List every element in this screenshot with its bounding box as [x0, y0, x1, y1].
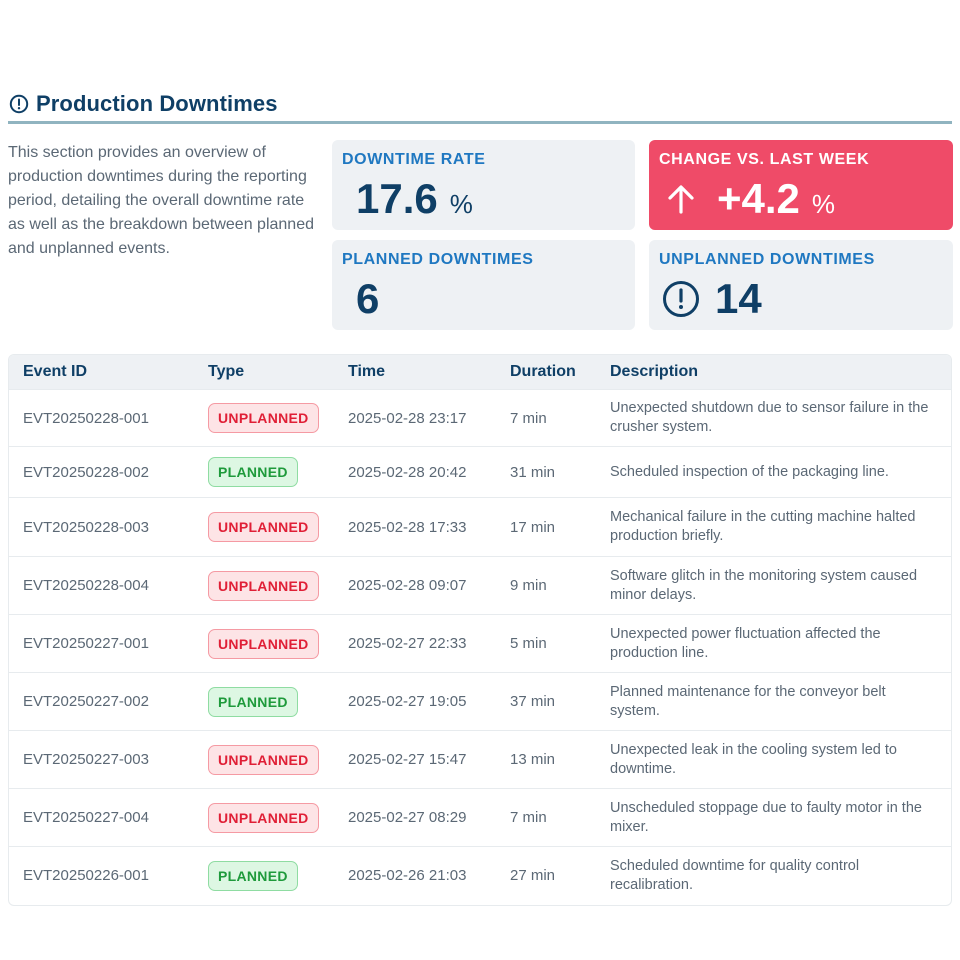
kpi-unit: % [449, 188, 473, 219]
event-duration: 13 min [496, 730, 596, 789]
event-time: 2025-02-28 23:17 [334, 389, 496, 447]
column-header-description: Description [596, 355, 951, 390]
event-duration: 27 min [496, 846, 596, 905]
event-id: EVT20250227-001 [9, 614, 194, 673]
event-duration: 31 min [496, 446, 596, 498]
type-badge: UNPLANNED [208, 628, 319, 659]
event-description: Mechanical failure in the cutting machin… [596, 497, 951, 557]
event-id: EVT20250227-003 [9, 730, 194, 789]
type-badge: PLANNED [208, 457, 298, 487]
downtime-events-table: Event ID Type Time Duration Description … [8, 354, 952, 906]
section-intro: This section provides an overview of pro… [8, 144, 314, 257]
table-row: EVT20250228-003 UNPLANNED 2025-02-28 17:… [9, 497, 951, 557]
event-description: Unexpected power fluctuation affected th… [596, 614, 951, 673]
kpi-planned-downtimes: PLANNED DOWNTIMES 6 [332, 240, 635, 330]
table-row: EVT20250227-001 UNPLANNED 2025-02-27 22:… [9, 614, 951, 673]
type-badge: UNPLANNED [208, 512, 319, 542]
event-duration: 9 min [496, 556, 596, 615]
column-header-duration: Duration [496, 355, 596, 390]
column-header-time: Time [334, 355, 496, 390]
event-description: Planned maintenance for the conveyor bel… [596, 672, 951, 731]
event-time: 2025-02-27 15:47 [334, 730, 496, 789]
kpi-label: UNPLANNED DOWNTIMES [659, 251, 875, 268]
event-description: Software glitch in the monitoring system… [596, 556, 951, 615]
type-badge: UNPLANNED [208, 403, 319, 433]
section-header: Production Downtimes [8, 86, 952, 124]
event-time: 2025-02-28 20:42 [334, 446, 496, 498]
column-header-event-id: Event ID [9, 355, 194, 390]
event-id: EVT20250228-002 [9, 446, 194, 498]
event-time: 2025-02-27 19:05 [334, 672, 496, 731]
event-description: Unexpected shutdown due to sensor failur… [596, 389, 951, 447]
table-row: EVT20250228-002 PLANNED 2025-02-28 20:42… [9, 446, 951, 498]
table-row: EVT20250227-004 UNPLANNED 2025-02-27 08:… [9, 788, 951, 847]
event-time: 2025-02-28 09:07 [334, 556, 496, 615]
kpi-change-vs-last-week: CHANGE VS. LAST WEEK +4.2 % [649, 140, 953, 230]
event-duration: 5 min [496, 614, 596, 673]
table-row: EVT20250227-003 UNPLANNED 2025-02-27 15:… [9, 730, 951, 789]
event-id: EVT20250228-001 [9, 389, 194, 447]
event-id: EVT20250228-004 [9, 556, 194, 615]
event-id: EVT20250227-002 [9, 672, 194, 731]
kpi-label: PLANNED DOWNTIMES [342, 251, 534, 268]
event-id: EVT20250228-003 [9, 497, 194, 557]
kpi-value: +4.2 [717, 175, 800, 222]
type-badge: PLANNED [208, 860, 298, 891]
event-description: Unscheduled stoppage due to faulty motor… [596, 788, 951, 847]
kpi-unit: % [811, 188, 836, 219]
event-duration: 37 min [496, 672, 596, 731]
kpi-label: CHANGE VS. LAST WEEK [659, 151, 870, 168]
event-duration: 7 min [496, 389, 596, 447]
kpi-value: 6 [356, 275, 380, 322]
type-badge: UNPLANNED [208, 744, 319, 775]
event-id: EVT20250226-001 [9, 846, 194, 905]
event-description: Scheduled downtime for quality control r… [596, 846, 951, 905]
alert-circle-icon [8, 93, 30, 115]
event-description: Unexpected leak in the cooling system le… [596, 730, 951, 789]
kpi-value: 17.6 [356, 175, 438, 222]
column-header-type: Type [194, 355, 334, 390]
event-time: 2025-02-27 08:29 [334, 788, 496, 847]
event-id: EVT20250227-004 [9, 788, 194, 847]
type-badge: UNPLANNED [208, 570, 319, 601]
table-row: EVT20250227-002 PLANNED 2025-02-27 19:05… [9, 672, 951, 731]
event-time: 2025-02-27 22:33 [334, 614, 496, 673]
event-description: Scheduled inspection of the packaging li… [596, 446, 951, 498]
type-badge: UNPLANNED [208, 802, 319, 833]
kpi-value: 14 [715, 275, 762, 322]
arrow-up-icon [661, 182, 701, 216]
event-time: 2025-02-26 21:03 [334, 846, 496, 905]
table-row: EVT20250228-001 UNPLANNED 2025-02-28 23:… [9, 389, 951, 447]
event-duration: 7 min [496, 788, 596, 847]
kpi-unplanned-downtimes: UNPLANNED DOWNTIMES 14 [649, 240, 953, 330]
table-header-row: Event ID Type Time Duration Description [9, 355, 951, 390]
type-badge: PLANNED [208, 686, 298, 717]
event-time: 2025-02-28 17:33 [334, 497, 496, 557]
kpi-downtime-rate: DOWNTIME RATE 17.6 % [332, 140, 635, 230]
kpi-label: DOWNTIME RATE [342, 151, 486, 168]
alert-circle-icon [661, 280, 701, 318]
table-row: EVT20250228-004 UNPLANNED 2025-02-28 09:… [9, 556, 951, 615]
section-title: Production Downtimes [36, 90, 278, 116]
event-duration: 17 min [496, 497, 596, 557]
table-row: EVT20250226-001 PLANNED 2025-02-26 21:03… [9, 846, 951, 905]
